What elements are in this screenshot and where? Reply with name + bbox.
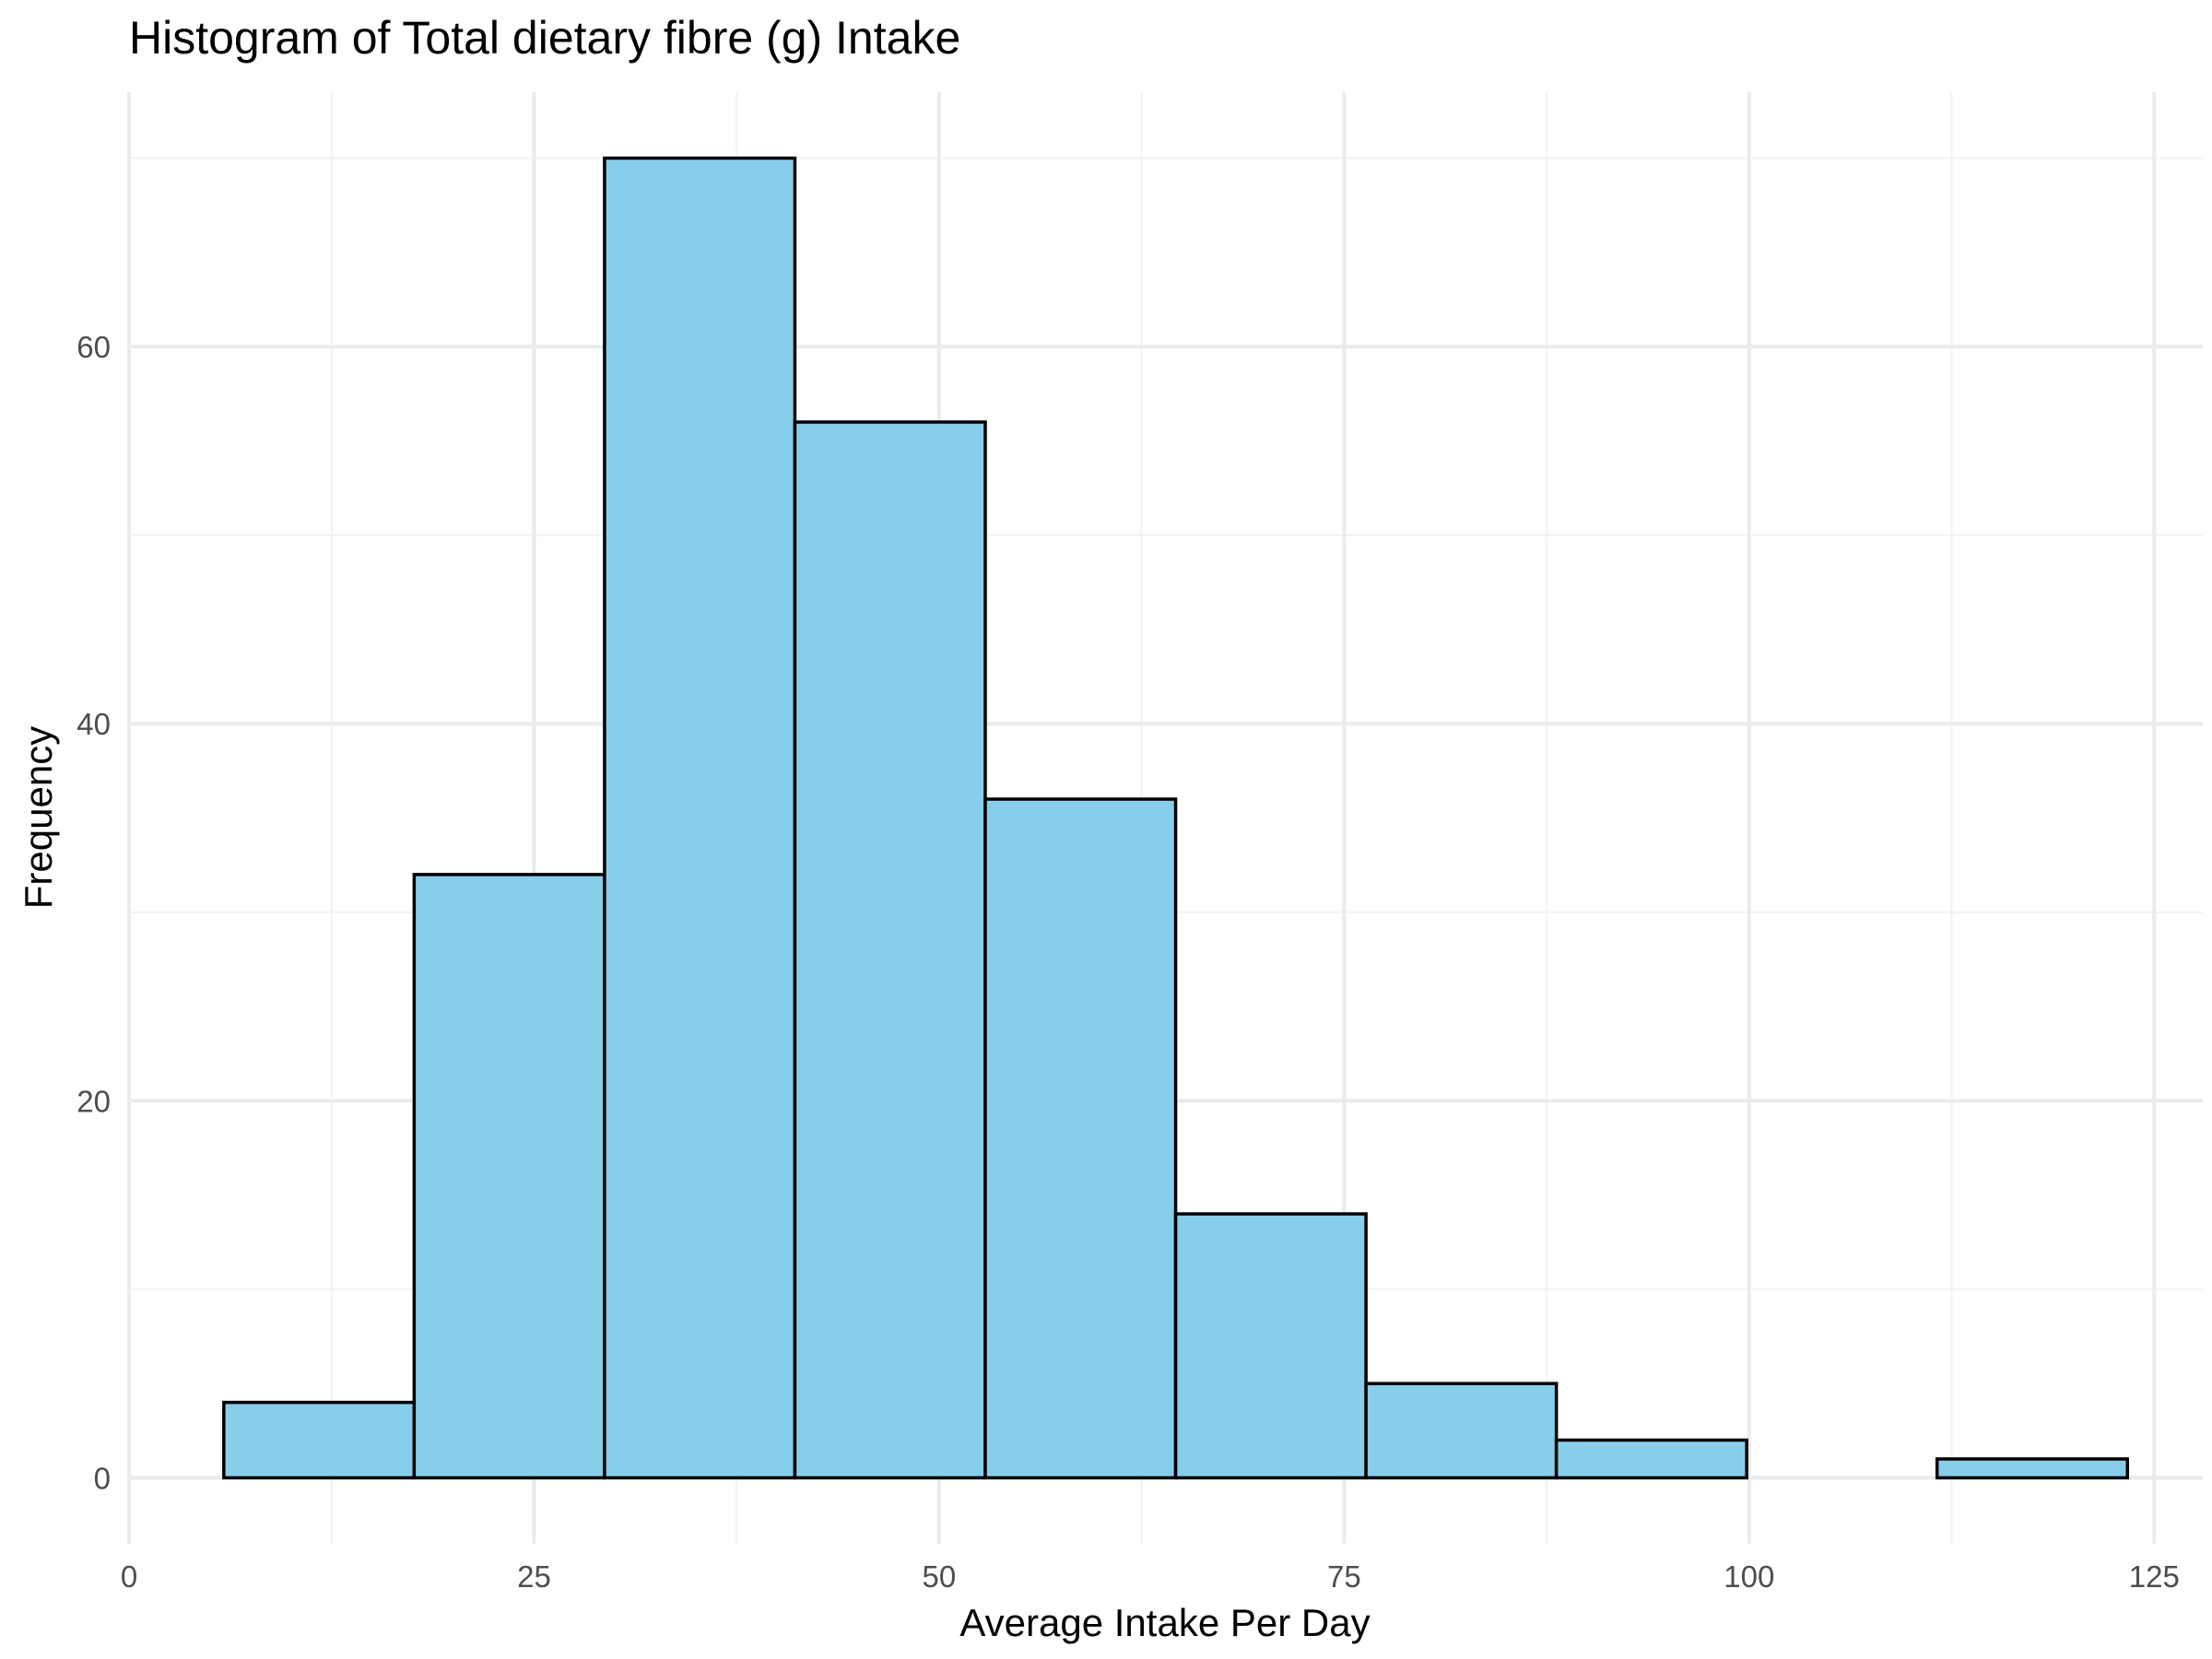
x-tick-label: 0 xyxy=(121,1559,137,1594)
histogram-bar xyxy=(603,156,797,1480)
histogram-bar xyxy=(1173,1212,1368,1480)
histogram-bar xyxy=(1364,1382,1559,1480)
x-axis-tick-labels: 0 25 50 75 100 125 xyxy=(121,1559,2180,1594)
x-tick-label: 125 xyxy=(2129,1559,2180,1594)
histogram-bar xyxy=(1935,1457,2130,1480)
histogram-bar xyxy=(983,797,1178,1480)
x-tick-label: 50 xyxy=(923,1559,957,1594)
y-axis-tick-labels: 0 20 40 60 xyxy=(76,330,111,1495)
y-axis-title: Frequency xyxy=(17,726,60,909)
histogram-bar xyxy=(793,420,987,1480)
histogram-bar xyxy=(222,1400,417,1480)
y-tick-label: 0 xyxy=(94,1461,111,1495)
x-axis-title: Average Intake Per Day xyxy=(959,1601,1370,1644)
histogram-bars xyxy=(222,156,2130,1480)
x-tick-label: 25 xyxy=(517,1559,551,1594)
y-tick-label: 20 xyxy=(76,1084,111,1118)
histogram-bar xyxy=(412,873,606,1480)
x-tick-label: 100 xyxy=(1724,1559,1774,1594)
y-tick-label: 40 xyxy=(76,707,111,741)
y-tick-label: 60 xyxy=(76,330,111,364)
chart-title: Histogram of Total dietary fibre (g) Int… xyxy=(129,12,960,64)
x-tick-label: 75 xyxy=(1327,1559,1361,1594)
histogram-bar xyxy=(1554,1438,1748,1480)
